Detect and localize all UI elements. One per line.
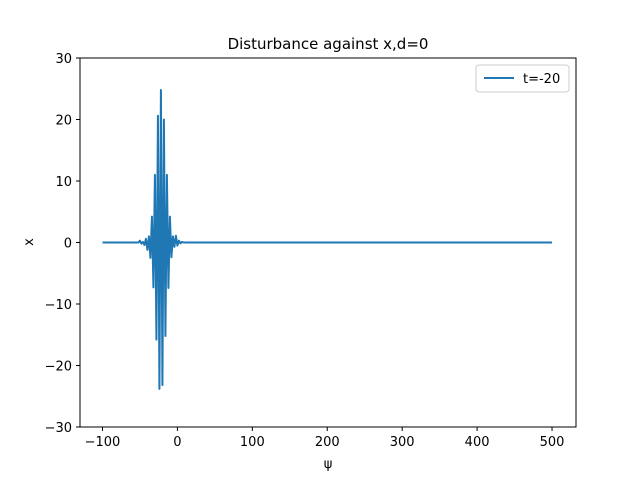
y-tick-label: −20 [45, 360, 72, 375]
series-line [102, 88, 553, 390]
chart-title: Disturbance against x,d=0 [228, 35, 429, 53]
x-tick-label: 500 [540, 435, 565, 450]
y-tick-label: 10 [55, 175, 72, 190]
legend: t=-20 [475, 64, 570, 93]
y-tick-label: 30 [55, 52, 72, 67]
plot-area [102, 88, 553, 390]
y-axis-label: x [22, 238, 37, 246]
x-tick-label: 400 [465, 435, 490, 450]
y-tick-label: 20 [55, 114, 72, 129]
y-tick-label: −10 [45, 298, 72, 313]
y-tick-label: 0 [64, 237, 72, 252]
x-tick-label: 300 [390, 435, 415, 450]
legend-label: t=-20 [523, 72, 560, 87]
x-tick-label: 100 [240, 435, 265, 450]
legend-box [475, 64, 570, 93]
y-axis: −30 −20 −10 0 10 20 30 [45, 52, 80, 436]
y-tick-label: −30 [45, 421, 72, 436]
x-axis: −100 0 100 200 300 400 500 [85, 427, 565, 450]
x-tick-label: 200 [315, 435, 340, 450]
x-axis-label: ψ [324, 457, 333, 472]
x-tick-label: −100 [85, 435, 121, 450]
x-tick-label: 0 [173, 435, 181, 450]
